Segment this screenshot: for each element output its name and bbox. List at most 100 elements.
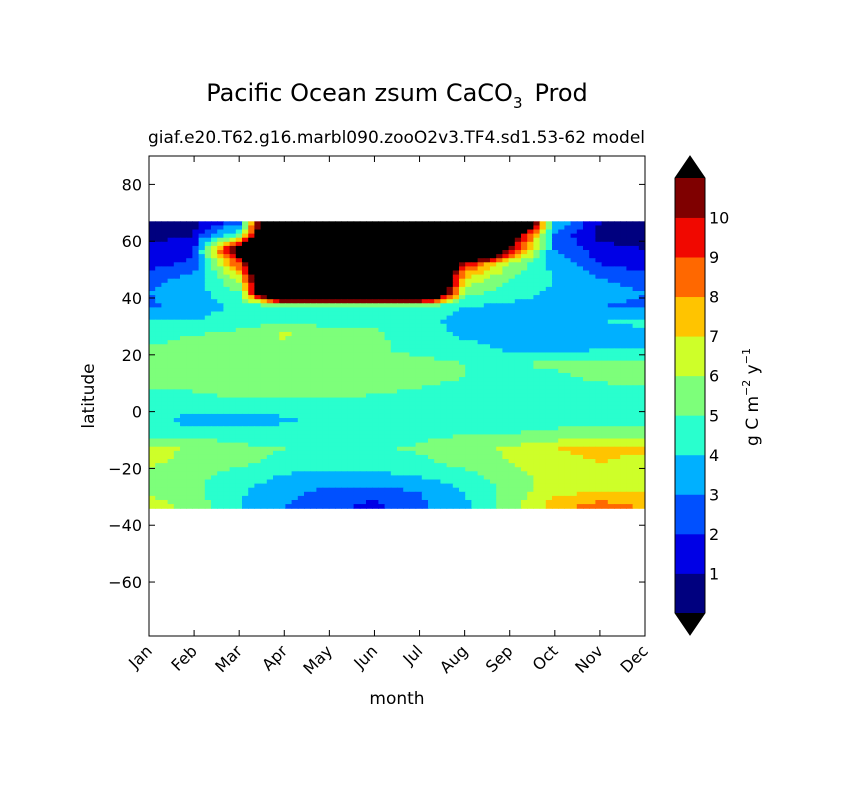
heatmap-cell — [248, 467, 255, 472]
heatmap-cell — [403, 221, 410, 227]
heatmap-cell — [576, 418, 584, 423]
heatmap-cell — [304, 344, 311, 349]
heatmap-cell — [421, 409, 429, 415]
heatmap-cell — [291, 413, 299, 419]
heatmap-cell — [192, 229, 200, 235]
heatmap-cell — [266, 389, 274, 395]
heatmap-cell — [310, 430, 317, 436]
heatmap-cell — [601, 336, 609, 341]
heatmap-cell — [576, 327, 584, 333]
heatmap-cell — [291, 434, 299, 440]
heatmap-cell — [248, 352, 255, 358]
heatmap-cell — [521, 319, 528, 325]
heatmap-cell — [589, 270, 596, 276]
heatmap-cell — [167, 340, 175, 345]
heatmap-cell — [589, 225, 596, 231]
heatmap-cell — [446, 233, 454, 239]
heatmap-cell — [235, 270, 243, 276]
heatmap-cell — [533, 426, 541, 431]
heatmap-cell — [558, 233, 565, 239]
heatmap-cell — [248, 282, 255, 288]
heatmap-cell — [273, 233, 280, 239]
heatmap-cell — [279, 381, 286, 386]
heatmap-cell — [558, 266, 565, 272]
heatmap-cell — [223, 311, 231, 317]
heatmap-cell — [310, 340, 317, 345]
heatmap-cell — [273, 467, 280, 472]
heatmap-cell — [552, 282, 559, 288]
heatmap-cell — [465, 467, 472, 472]
heatmap-cell — [527, 233, 534, 239]
heatmap-cell — [626, 229, 634, 235]
heatmap-cell — [304, 389, 311, 395]
heatmap-cell — [434, 434, 441, 440]
heatmap-cell — [595, 430, 603, 436]
heatmap-cell — [167, 225, 175, 231]
heatmap-cell — [335, 409, 342, 415]
heatmap-cell — [614, 254, 621, 259]
heatmap-cell — [471, 368, 479, 374]
heatmap-cell — [440, 360, 448, 366]
heatmap-cell — [434, 299, 441, 304]
heatmap-cell — [254, 389, 262, 395]
heatmap-cell — [614, 295, 621, 300]
heatmap-cell — [545, 393, 553, 399]
heatmap-cell — [316, 331, 324, 337]
heatmap-cell — [335, 245, 342, 251]
heatmap-cell — [328, 286, 336, 292]
heatmap-cell — [378, 463, 386, 468]
heatmap-cell — [626, 413, 634, 419]
heatmap-cell — [316, 307, 324, 313]
heatmap-cell — [149, 299, 156, 304]
heatmap-cell — [452, 311, 460, 317]
heatmap-cell — [552, 446, 559, 452]
heatmap-cell — [198, 295, 206, 300]
heatmap-cell — [421, 311, 429, 317]
heatmap-cell — [235, 286, 243, 292]
heatmap-cell — [595, 438, 603, 444]
heatmap-cell — [415, 385, 423, 390]
heatmap-cell — [415, 418, 423, 423]
heatmap-cell — [223, 241, 231, 247]
heatmap-cell — [601, 315, 609, 321]
heatmap-cell — [149, 286, 156, 292]
heatmap-cell — [570, 336, 578, 341]
heatmap-cell — [328, 442, 336, 448]
heatmap-cell — [260, 426, 268, 431]
heatmap-cell — [316, 245, 324, 251]
heatmap-cell — [366, 307, 373, 313]
heatmap-cell — [366, 319, 373, 325]
heatmap-cell — [589, 319, 596, 325]
heatmap-cell — [266, 475, 274, 481]
heatmap-cell — [235, 475, 243, 481]
chart-subtitle-case: giaf.e20.T62.g16.marbl090.zooO2v3.TF4.sd… — [148, 128, 586, 148]
heatmap-cell — [632, 233, 640, 239]
heatmap-cell — [440, 278, 448, 284]
heatmap-cell — [446, 450, 454, 456]
heatmap-cell — [576, 295, 584, 300]
heatmap-cell — [297, 225, 305, 231]
heatmap-cell — [626, 299, 634, 304]
heatmap-cell — [595, 278, 603, 284]
heatmap-cell — [285, 336, 293, 341]
heatmap-cell — [483, 368, 491, 374]
heatmap-cell — [459, 278, 466, 284]
heatmap-cell — [347, 475, 355, 481]
heatmap-cell — [211, 467, 218, 472]
heatmap-cell — [496, 409, 503, 415]
heatmap-cell — [372, 397, 379, 403]
heatmap-cell — [626, 467, 634, 472]
heatmap-cell — [508, 401, 516, 407]
heatmap-cell — [372, 446, 379, 452]
heatmap-cell — [266, 340, 274, 345]
heatmap-cell — [564, 290, 572, 296]
heatmap-cell — [254, 270, 262, 276]
heatmap-cell — [545, 229, 553, 235]
heatmap-cell — [198, 278, 206, 284]
heatmap-cell — [341, 397, 348, 403]
heatmap-cell — [149, 266, 156, 272]
heatmap-cell — [204, 315, 212, 321]
heatmap-cell — [521, 327, 528, 333]
heatmap-cell — [545, 307, 553, 313]
heatmap-cell — [167, 446, 175, 452]
